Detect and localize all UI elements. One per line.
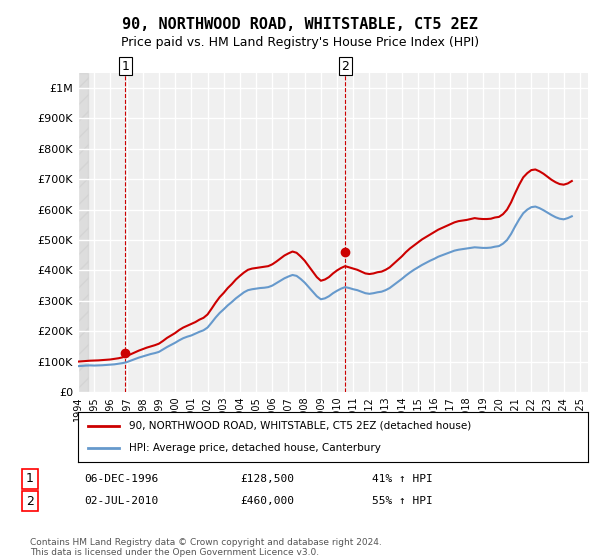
Text: 90, NORTHWOOD ROAD, WHITSTABLE, CT5 2EZ (detached house): 90, NORTHWOOD ROAD, WHITSTABLE, CT5 2EZ … — [129, 421, 471, 431]
Text: 55% ↑ HPI: 55% ↑ HPI — [372, 496, 433, 506]
Text: 2: 2 — [341, 60, 349, 73]
Text: 41% ↑ HPI: 41% ↑ HPI — [372, 474, 433, 484]
Text: 90, NORTHWOOD ROAD, WHITSTABLE, CT5 2EZ: 90, NORTHWOOD ROAD, WHITSTABLE, CT5 2EZ — [122, 17, 478, 32]
Text: 2: 2 — [26, 494, 34, 508]
Text: Price paid vs. HM Land Registry's House Price Index (HPI): Price paid vs. HM Land Registry's House … — [121, 36, 479, 49]
Text: Contains HM Land Registry data © Crown copyright and database right 2024.
This d: Contains HM Land Registry data © Crown c… — [30, 538, 382, 557]
Text: £128,500: £128,500 — [240, 474, 294, 484]
Text: 1: 1 — [121, 60, 129, 73]
Text: 06-DEC-1996: 06-DEC-1996 — [84, 474, 158, 484]
Bar — [78, 73, 88, 392]
Text: 1: 1 — [26, 472, 34, 486]
Text: HPI: Average price, detached house, Canterbury: HPI: Average price, detached house, Cant… — [129, 443, 381, 453]
Text: 02-JUL-2010: 02-JUL-2010 — [84, 496, 158, 506]
Text: £460,000: £460,000 — [240, 496, 294, 506]
